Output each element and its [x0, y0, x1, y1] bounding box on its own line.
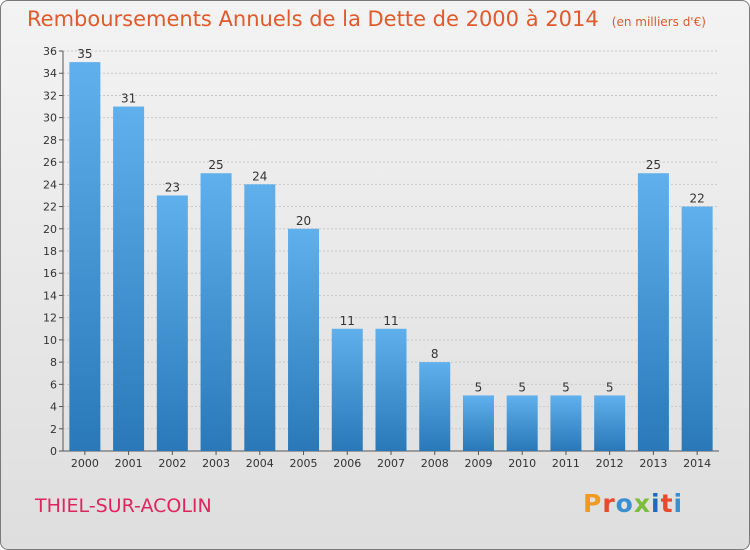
logo-letter: i	[651, 489, 661, 518]
y-tick-label: 34	[43, 67, 57, 80]
data-label: 5	[475, 380, 483, 394]
bar	[113, 106, 145, 452]
data-label: 35	[77, 47, 92, 61]
x-tick-label: 2012	[596, 457, 624, 470]
x-tick-label: 2007	[377, 457, 405, 470]
x-tick-label: 2010	[508, 457, 536, 470]
x-tick-label: 2008	[421, 457, 449, 470]
y-tick-label: 0	[50, 445, 57, 458]
y-tick-label: 2	[50, 423, 57, 436]
y-tick-label: 24	[43, 178, 57, 191]
data-label: 8	[431, 347, 439, 361]
chart-subtitle: (en milliers d'€)	[611, 15, 706, 29]
bar	[637, 173, 669, 451]
bar	[69, 62, 101, 451]
data-label: 23	[165, 180, 180, 194]
bar	[506, 395, 538, 451]
data-label: 25	[646, 158, 661, 172]
title-row: Remboursements Annuels de la Dette de 20…	[27, 7, 706, 31]
y-tick-label: 12	[43, 312, 57, 325]
data-label: 25	[208, 158, 223, 172]
data-label: 5	[518, 380, 526, 394]
x-tick-label: 2001	[115, 457, 143, 470]
data-label: 22	[689, 192, 704, 206]
y-tick-label: 32	[43, 89, 57, 102]
y-tick-label: 20	[43, 223, 57, 236]
data-label: 20	[296, 214, 311, 228]
bar	[681, 206, 713, 451]
y-tick-label: 30	[43, 112, 57, 125]
y-tick-label: 28	[43, 134, 57, 147]
y-tick-label: 26	[43, 156, 57, 169]
logo-letter: i	[673, 489, 684, 518]
x-tick-label: 2013	[639, 457, 667, 470]
x-tick-label: 2005	[290, 457, 318, 470]
y-tick-label: 4	[50, 401, 57, 414]
data-label: 11	[383, 314, 398, 328]
bar	[288, 228, 320, 451]
x-tick-label: 2014	[683, 457, 711, 470]
x-tick-label: 2002	[158, 457, 186, 470]
proxiti-logo[interactable]: Proxiti	[583, 489, 683, 518]
bar	[244, 184, 276, 452]
city-name: THIEL-SUR-ACOLIN	[35, 495, 212, 517]
y-tick-label: 16	[43, 267, 57, 280]
data-label: 5	[606, 380, 614, 394]
data-label: 5	[562, 380, 570, 394]
logo-letter: r	[602, 489, 616, 518]
y-tick-label: 36	[43, 45, 57, 58]
bar	[462, 395, 494, 451]
x-tick-label: 2003	[202, 457, 230, 470]
data-label: 24	[252, 169, 267, 183]
data-label: 31	[121, 92, 136, 106]
bar	[419, 362, 451, 451]
y-tick-label: 10	[43, 334, 57, 347]
y-tick-label: 18	[43, 245, 57, 258]
logo-letter: t	[660, 489, 674, 518]
x-tick-label: 2006	[333, 457, 361, 470]
x-tick-label: 2009	[464, 457, 492, 470]
y-tick-label: 8	[50, 356, 57, 369]
y-tick-label: 6	[50, 378, 57, 391]
logo-letter: P	[583, 489, 603, 518]
bar	[594, 395, 626, 451]
logo-letter: x	[633, 489, 651, 518]
bar	[200, 173, 232, 451]
chart-title: Remboursements Annuels de la Dette de 20…	[27, 7, 599, 31]
data-label: 11	[340, 314, 355, 328]
bars	[69, 62, 713, 452]
x-tick-label: 2000	[71, 457, 99, 470]
bar	[550, 395, 582, 451]
bar	[375, 328, 407, 451]
bar	[331, 328, 363, 451]
logo-letter: o	[615, 489, 634, 518]
x-tick-label: 2011	[552, 457, 580, 470]
bar	[156, 195, 188, 451]
x-tick-label: 2004	[246, 457, 274, 470]
y-tick-label: 14	[43, 289, 57, 302]
y-tick-label: 22	[43, 201, 57, 214]
